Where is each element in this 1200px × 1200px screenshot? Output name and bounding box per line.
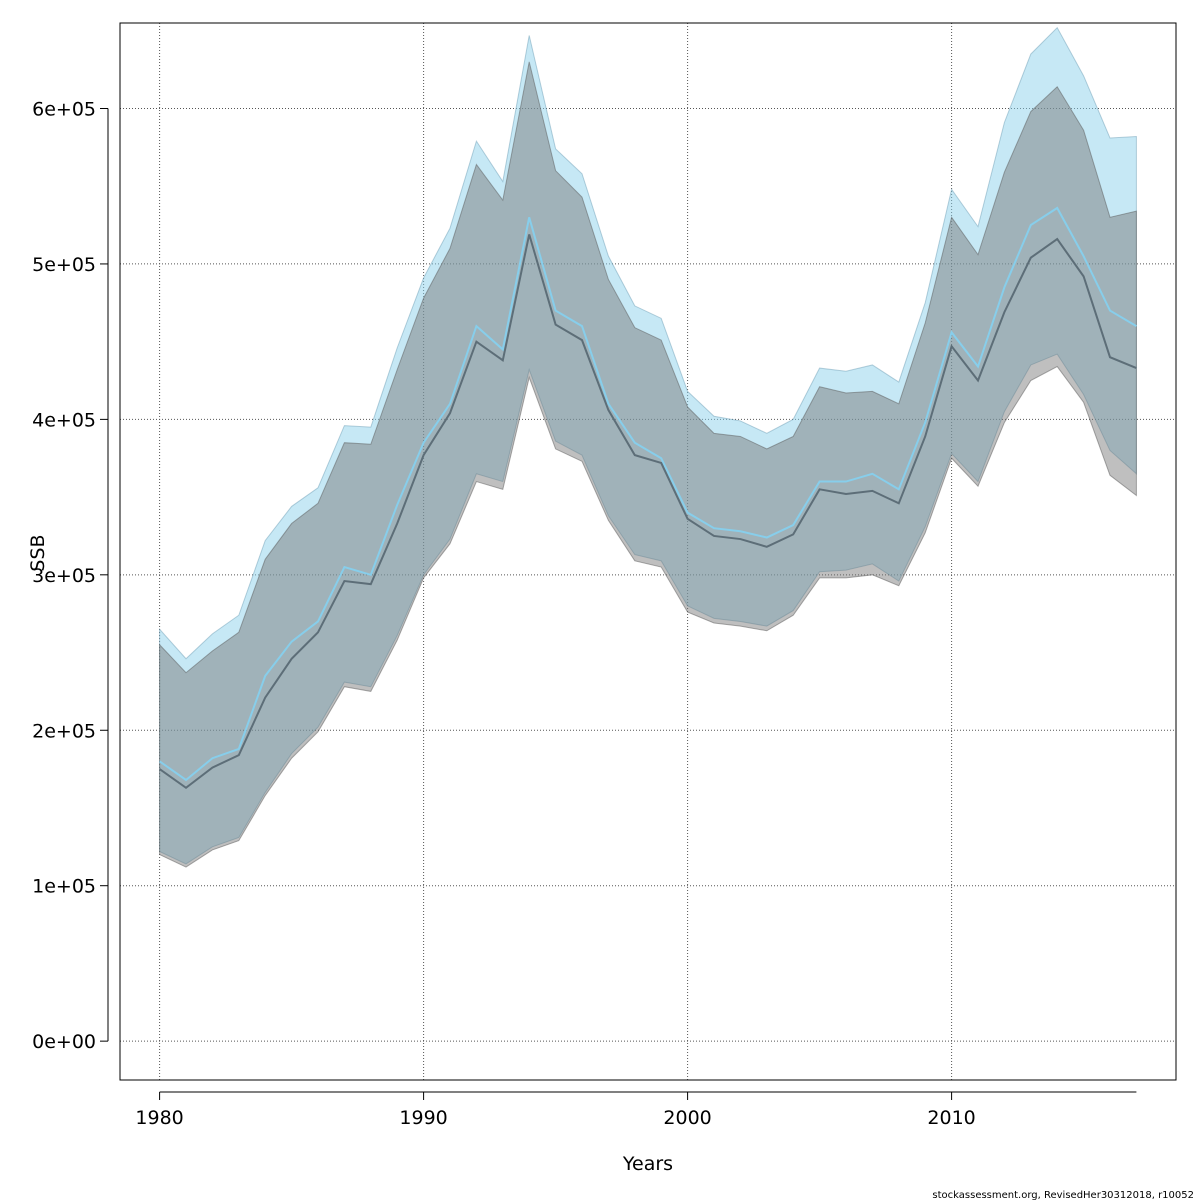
y-tick-label-100000: 1e+05 bbox=[32, 876, 96, 898]
y-tick-label-600000: 6e+05 bbox=[32, 98, 96, 120]
series-line-revised bbox=[159, 206, 1137, 782]
x-tick-label-1990: 1990 bbox=[399, 1107, 447, 1129]
y-tick-label-300000: 3e+05 bbox=[32, 565, 96, 587]
y-tick-label-200000: 2e+05 bbox=[32, 720, 96, 742]
x-tick-label-2010: 2010 bbox=[927, 1107, 975, 1129]
series-line-base bbox=[159, 234, 1137, 790]
x-tick-label-1980: 1980 bbox=[135, 1107, 183, 1129]
series-lines bbox=[159, 206, 1137, 790]
y-tick-label-400000: 4e+05 bbox=[32, 409, 96, 431]
plot-frame bbox=[119, 22, 1177, 1081]
confidence-bands bbox=[159, 26, 1137, 868]
x-tick-label-2000: 2000 bbox=[663, 1107, 711, 1129]
y-tick-label-0: 0e+00 bbox=[32, 1031, 96, 1053]
axes: 1980 1990 2000 2010 0e+00 1e+05 2e+05 3e+05 4e+0… bbox=[32, 98, 1137, 1129]
y-axis-label: SSB bbox=[27, 534, 49, 571]
ci-band-base bbox=[159, 61, 1137, 868]
y-tick-label-500000: 5e+05 bbox=[32, 254, 96, 276]
grid bbox=[120, 23, 1176, 1080]
x-axis-label: Years bbox=[622, 1153, 673, 1175]
footer-credit: stockassessment.org, RevisedHer30312018,… bbox=[932, 1190, 1194, 1200]
